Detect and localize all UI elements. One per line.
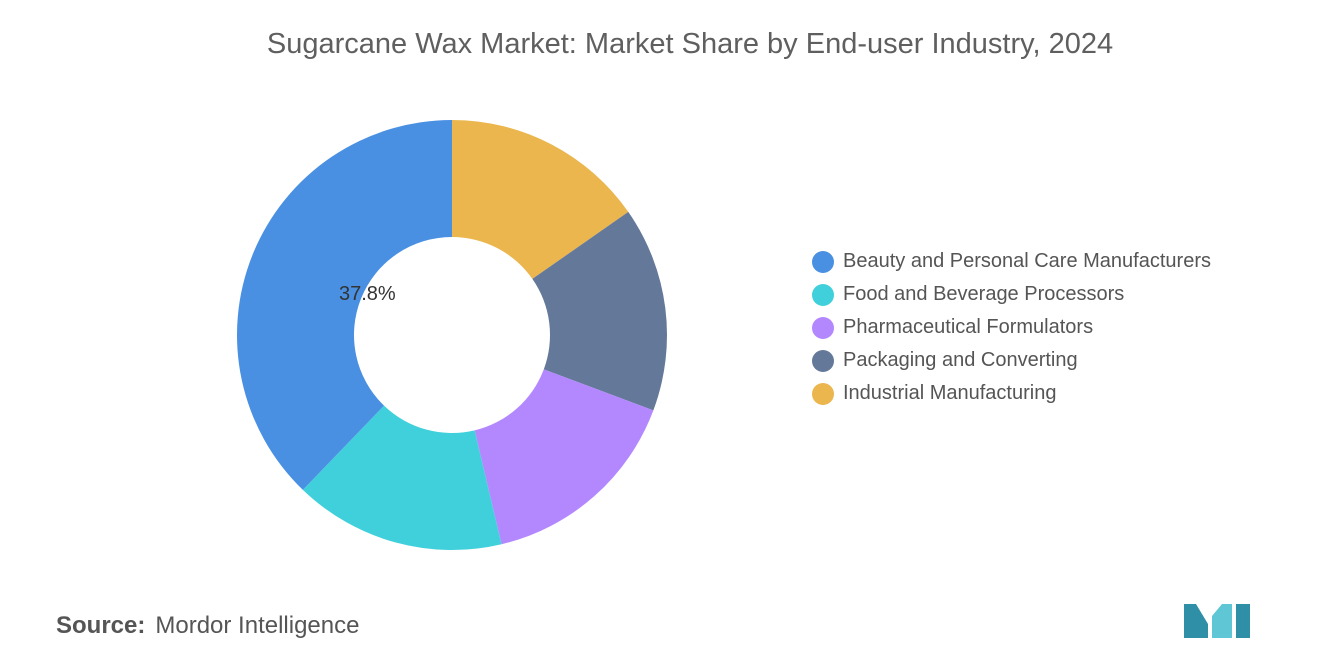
chart-legend: Beauty and Personal Care Manufacturers Fo…	[812, 245, 1211, 410]
legend-swatch	[812, 349, 834, 372]
legend-label: Beauty and Personal Care Manufacturers	[843, 250, 1211, 272]
legend-label: Industrial Manufacturing	[843, 382, 1057, 404]
mordor-intelligence-logo-icon	[1184, 604, 1250, 638]
legend-label: Food and Beverage Processors	[843, 283, 1125, 305]
source-value: Mordor Intelligence	[155, 612, 360, 639]
legend-label: Packaging and Converting	[843, 349, 1078, 371]
chart-title: Sugarcane Wax Market: Market Share by En…	[266, 28, 1114, 60]
legend-swatch	[812, 382, 834, 405]
legend-item: Packaging and Converting	[812, 344, 1211, 377]
legend-swatch	[812, 250, 834, 273]
slice-packaging-and-converting	[532, 211, 667, 411]
legend-item: Pharmaceutical Formulators	[812, 311, 1211, 344]
legend-item: Industrial Manufacturing	[812, 377, 1211, 410]
source-label: Source:	[56, 612, 146, 639]
source-note: Source: Mordor Intelligence	[56, 612, 359, 640]
data-label: 37.8%	[339, 283, 396, 305]
slice-industrial-manufacturing	[452, 120, 629, 279]
legend-swatch	[812, 316, 834, 339]
legend-item: Food and Beverage Processors	[812, 278, 1211, 311]
legend-swatch	[812, 283, 834, 306]
legend-label: Pharmaceutical Formulators	[843, 316, 1094, 338]
slice-food-and-beverage-processors	[302, 405, 502, 550]
slice-beauty-and-personal-care-manufacturers	[236, 120, 452, 490]
legend-item: Beauty and Personal Care Manufacturers	[812, 245, 1211, 278]
donut-chart: 37.8%	[236, 120, 667, 550]
slice-pharmaceutical-formulators	[474, 369, 654, 545]
